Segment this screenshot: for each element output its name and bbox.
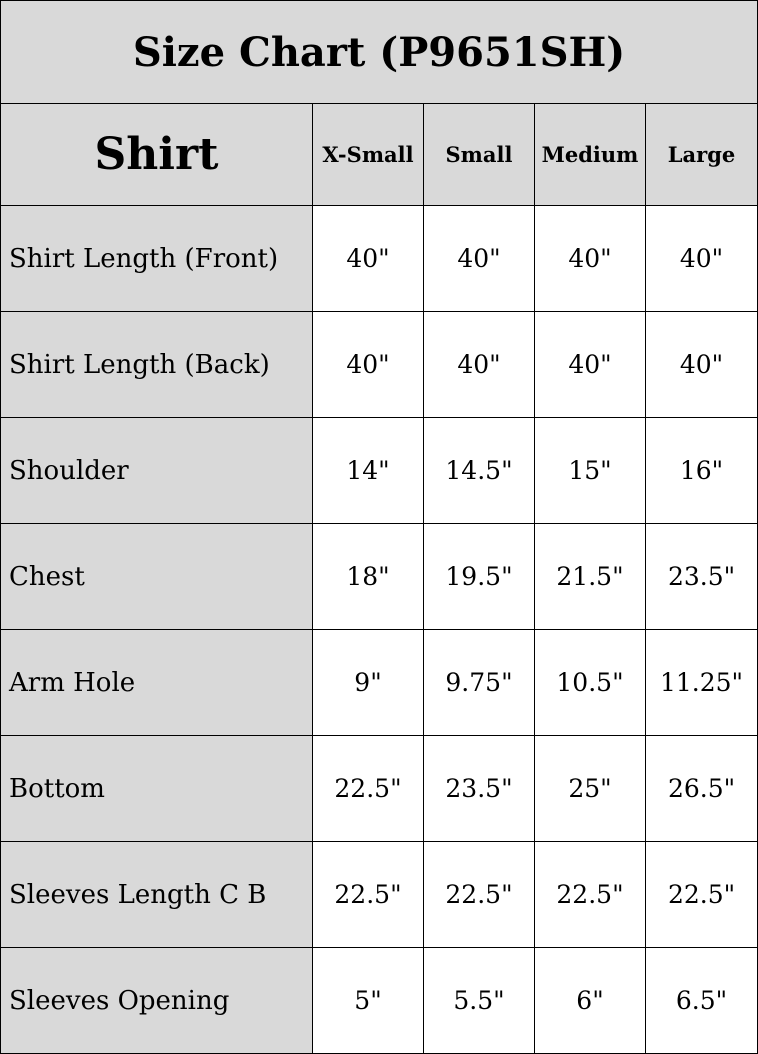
measurement-value: 26.5" — [644, 735, 758, 842]
table-row: Shoulder 14" 14.5" 15" 16" — [0, 417, 758, 524]
measurement-value: 6.5" — [644, 947, 758, 1054]
measurement-value: 25" — [534, 735, 646, 842]
measurement-value: 15" — [534, 417, 646, 524]
measurement-value: 14" — [312, 417, 424, 524]
chart-title: Size Chart (P9651SH) — [0, 0, 758, 104]
measurement-label: Sleeves Length C B — [0, 841, 313, 948]
table-row: Sleeves Opening 5" 5.5" 6" 6.5" — [0, 947, 758, 1054]
measurement-value: 9.75" — [423, 629, 535, 736]
measurement-value: 40" — [534, 205, 646, 312]
table-row: Shirt Length (Front) 40" 40" 40" 40" — [0, 205, 758, 312]
measurement-value: 40" — [312, 205, 424, 312]
measurement-label: Chest — [0, 523, 313, 630]
size-header: Small — [423, 103, 535, 206]
table-row: Chest 18" 19.5" 21.5" 23.5" — [0, 523, 758, 630]
measurement-value: 40" — [644, 205, 758, 312]
size-header: Medium — [534, 103, 646, 206]
measurement-value: 10.5" — [534, 629, 646, 736]
measurement-label: Sleeves Opening — [0, 947, 313, 1054]
measurement-value: 22.5" — [423, 841, 535, 948]
measurement-value: 40" — [423, 205, 535, 312]
measurement-value: 18" — [312, 523, 424, 630]
measurement-value: 9" — [312, 629, 424, 736]
measurement-value: 16" — [644, 417, 758, 524]
table-row: Bottom 22.5" 23.5" 25" 26.5" — [0, 735, 758, 842]
measurement-value: 40" — [534, 311, 646, 418]
size-header: Large — [644, 103, 758, 206]
measurement-value: 19.5" — [423, 523, 535, 630]
measurement-label: Shoulder — [0, 417, 313, 524]
size-header: X-Small — [312, 103, 424, 206]
measurement-value: 11.25" — [644, 629, 758, 736]
measurement-value: 14.5" — [423, 417, 535, 524]
category-header: Shirt — [0, 103, 313, 206]
header-row: Shirt X-Small Small Medium Large — [0, 103, 758, 206]
table-row: Shirt Length (Back) 40" 40" 40" 40" — [0, 311, 758, 418]
measurement-value: 23.5" — [423, 735, 535, 842]
measurement-value: 22.5" — [312, 735, 424, 842]
measurement-value: 21.5" — [534, 523, 646, 630]
measurement-value: 23.5" — [644, 523, 758, 630]
measurement-label: Bottom — [0, 735, 313, 842]
measurement-value: 22.5" — [312, 841, 424, 948]
measurement-value: 40" — [644, 311, 758, 418]
table-row: Arm Hole 9" 9.75" 10.5" 11.25" — [0, 629, 758, 736]
measurement-value: 22.5" — [644, 841, 758, 948]
measurement-label: Arm Hole — [0, 629, 313, 736]
measurement-label: Shirt Length (Back) — [0, 311, 313, 418]
measurement-value: 40" — [423, 311, 535, 418]
measurement-value: 22.5" — [534, 841, 646, 948]
measurement-value: 40" — [312, 311, 424, 418]
measurement-value: 5" — [312, 947, 424, 1054]
measurement-label: Shirt Length (Front) — [0, 205, 313, 312]
table-row: Sleeves Length C B 22.5" 22.5" 22.5" 22.5" — [0, 841, 758, 948]
measurement-value: 5.5" — [423, 947, 535, 1054]
measurement-value: 6" — [534, 947, 646, 1054]
